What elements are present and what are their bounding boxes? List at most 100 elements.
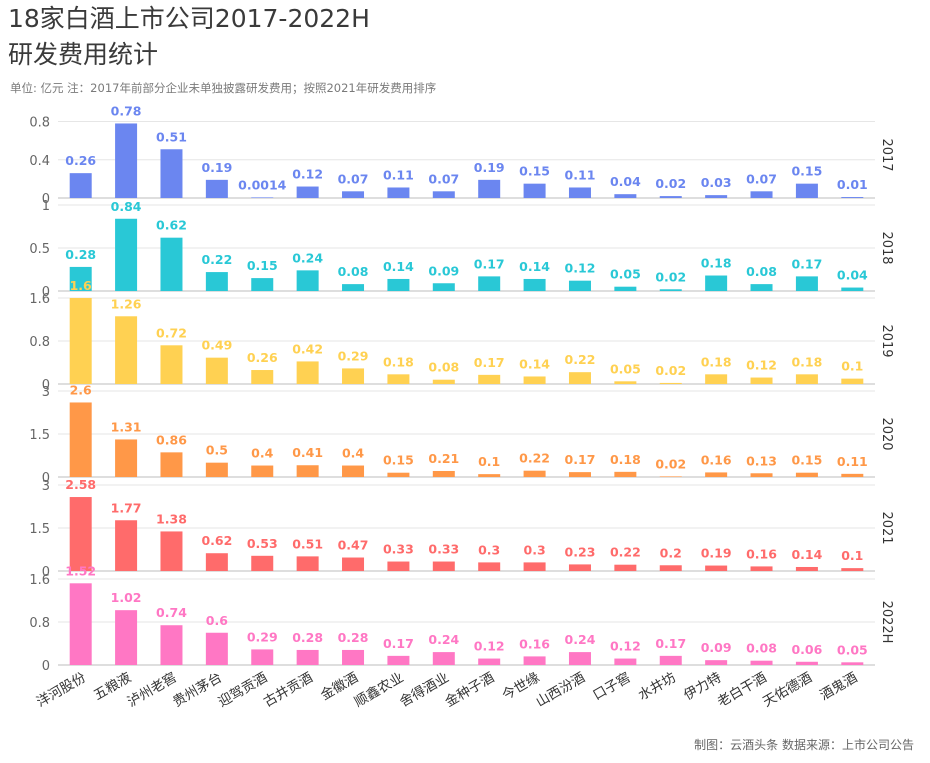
bar-2020-迎驾贡酒 [251,465,274,477]
data-label: 1.31 [111,419,142,434]
bar-2021-水井坊 [659,565,682,571]
data-label: 0.11 [383,167,414,182]
bar-2022H-天佑德酒 [795,661,818,665]
data-label: 0.33 [383,542,414,557]
data-label: 0.3 [524,542,546,557]
data-label: 0.53 [247,536,278,551]
data-label: 0.14 [519,356,550,371]
data-label: 0.14 [791,547,822,562]
bar-2018-天佑德酒 [795,276,818,291]
data-label: 0.51 [292,536,323,551]
data-label: 0.13 [746,453,777,468]
data-label: 0.06 [791,642,822,657]
data-label: 0.6 [206,613,228,628]
bar-2021-贵州茅台 [205,553,228,571]
bar-2019-顺鑫农业 [387,374,410,384]
bar-2018-口子窖 [614,286,637,291]
y-tick-label: 0 [42,378,50,393]
data-label: 1.52 [65,563,96,578]
bar-2021-古井贡酒 [296,556,319,571]
chart-title-line1: 18家白酒上市公司2017-2022H [8,4,370,33]
chart-footer: 制图：云酒头条 数据来源：上市公司公告 [694,738,914,752]
bar-2017-伊力特 [705,195,728,198]
data-label: 0.14 [519,259,550,274]
data-label: 0.03 [701,175,732,190]
data-label: 0.1 [841,359,863,374]
bar-2022H-今世缘 [523,656,546,665]
data-label: 0.15 [791,453,822,468]
bar-2019-泸州老窖 [160,345,183,384]
bar-2017-天佑德酒 [795,183,818,198]
data-label: 0.21 [428,451,459,466]
bar-2018-古井贡酒 [296,270,319,291]
data-label: 2.6 [70,382,92,397]
bar-2021-口子窖 [614,564,637,571]
bar-2017-泸州老窖 [160,149,183,198]
data-label: 0.07 [746,171,777,186]
data-label: 0.16 [519,636,550,651]
category-label: 山西汾酒 [533,670,588,711]
bar-2017-口子窖 [614,194,637,198]
data-label: 1.38 [156,511,187,526]
bar-2018-山西汾酒 [568,280,591,291]
category-label: 金种子酒 [442,670,497,711]
panel-2019: 0 0.8 1.6 2019 1.6 1.26 0.72 0.49 0.26 0.42 0.29 0.… [29,278,894,393]
data-label: 0.62 [156,218,187,233]
bar-2018-金徽酒 [342,284,365,291]
bar-2020-泸州老窖 [160,452,183,477]
bar-2022H-金种子酒 [478,658,501,665]
data-label: 0.12 [474,639,505,654]
bar-2020-金种子酒 [478,474,501,477]
y-tick-label: 1.5 [29,428,50,443]
panel-2018: 0 0.5 1 2018 0.28 0.84 0.62 0.22 0.15 0.24 0.08 0.1… [29,199,894,300]
bar-2022H-酒鬼酒 [841,662,864,665]
data-label: 0.07 [428,171,459,186]
data-label: 0.09 [701,640,732,655]
data-label: 0.17 [655,636,686,651]
data-label: 0.05 [610,361,641,376]
data-label: 0.02 [655,269,686,284]
y-tick-label: 0.8 [29,335,50,350]
data-label: 0.84 [111,199,142,214]
data-label: 0.28 [338,630,369,645]
bar-2019-古井贡酒 [296,361,319,384]
category-label: 天佑德酒 [760,670,815,711]
data-label: 2.58 [65,477,96,492]
category-label: 舍得酒业 [397,669,452,711]
data-label: 0.33 [428,542,459,557]
data-label: 0.4 [342,446,364,461]
bar-2020-古井贡酒 [296,465,319,477]
data-label: 0.08 [338,264,369,279]
bar-2022H-洋河股份 [69,583,92,665]
data-label: 0.19 [201,160,232,175]
data-label: 0.15 [791,164,822,179]
panel-2022H: 0 0.8 1.6 2022H 1.52 1.02 0.74 0.6 0.29 0.28 0.28 0… [29,563,894,674]
bar-2022H-泸州老窖 [160,625,183,665]
bar-2021-舍得酒业 [432,561,455,571]
data-label: 0.04 [837,268,868,283]
bar-2021-酒鬼酒 [841,568,864,571]
data-label: 0.1 [478,454,500,469]
bar-2019-五粮液 [115,316,138,384]
bar-2022H-古井贡酒 [296,649,319,665]
bar-2017-洋河股份 [69,173,92,198]
bar-2017-金徽酒 [342,191,365,198]
bar-2017-老白干酒 [750,191,773,198]
bar-2020-伊力特 [705,472,728,477]
data-label: 0.17 [474,355,505,370]
bar-2021-五粮液 [115,520,138,571]
chart-subtitle: 单位: 亿元 注：2017年前部分企业未单独披露研发费用；按照2021年研发费用… [10,81,437,95]
data-label: 0.16 [701,452,732,467]
data-label: 0.17 [791,256,822,271]
data-label: 0.09 [428,263,459,278]
bar-2022H-水井坊 [659,655,682,665]
y-tick-label: 0.8 [29,116,50,131]
data-label: 0.62 [201,533,232,548]
data-label: 0.15 [519,164,550,179]
y-tick-label: 0.5 [29,242,50,257]
bar-2020-金徽酒 [342,465,365,477]
bar-2021-泸州老窖 [160,531,183,571]
y-tick-label: 0 [42,659,50,674]
bar-2020-老白干酒 [750,473,773,477]
